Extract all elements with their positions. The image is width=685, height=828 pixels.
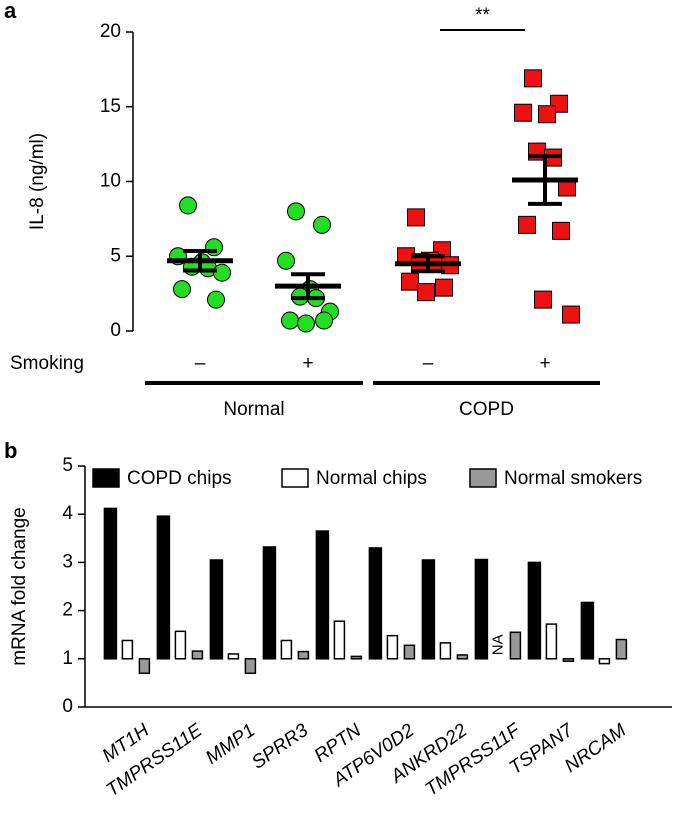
y-axis-label: mRNA fold change [9, 507, 30, 665]
data-point [277, 251, 295, 270]
y-tick-label: 5 [62, 455, 73, 476]
x-tick-label: + [302, 353, 313, 374]
bar [280, 639, 293, 660]
bar [244, 658, 257, 675]
y-tick-label: 10 [100, 171, 121, 192]
data-point [281, 311, 299, 330]
y-tick-label: 5 [110, 245, 121, 266]
x-tick-label: – [195, 353, 206, 374]
bar [598, 658, 611, 665]
bar [174, 630, 187, 660]
bar [527, 561, 542, 660]
bar [545, 623, 558, 660]
x-tick-label: + [539, 353, 550, 374]
data-point [514, 103, 532, 122]
data-point [297, 314, 315, 333]
data-point [213, 263, 231, 282]
bar [350, 655, 363, 660]
y-tick-label: 0 [62, 696, 73, 717]
bar [156, 515, 171, 660]
group-label: COPD [459, 399, 514, 420]
legend-swatch [281, 468, 309, 488]
data-point [207, 290, 225, 309]
data-point [435, 278, 453, 297]
bar [386, 634, 399, 660]
bar [615, 638, 628, 660]
data-point [417, 283, 435, 302]
data-point [401, 272, 419, 291]
y-tick-label: 2 [62, 600, 73, 621]
y-tick-label: 0 [110, 320, 121, 341]
y-tick-label: 20 [100, 21, 121, 42]
bar [509, 631, 522, 660]
bar [456, 654, 469, 660]
legend-label: Normal smokers [504, 468, 642, 489]
bar [297, 650, 310, 660]
x-tick-label: NRCAM [561, 720, 630, 777]
y-tick-label: 3 [62, 551, 73, 572]
data-point [179, 196, 197, 215]
y-tick-label: 1 [62, 648, 73, 669]
bar [191, 650, 204, 660]
panel-label: a [4, 0, 17, 23]
bar [403, 644, 416, 660]
bar [421, 559, 436, 660]
panel-label: b [4, 438, 17, 463]
bar [333, 620, 346, 660]
x-tick-label: SPRR3 [248, 720, 312, 774]
bar [262, 546, 277, 660]
legend-label: COPD chips [127, 468, 232, 489]
data-point [562, 305, 580, 324]
data-point [287, 202, 305, 221]
data-point [524, 69, 542, 88]
significance-label: ** [475, 5, 490, 26]
data-point [173, 280, 191, 299]
legend-swatch [469, 468, 497, 488]
bar [315, 530, 330, 660]
bar [562, 658, 575, 662]
y-tick-label: 15 [100, 96, 121, 117]
bar [439, 642, 452, 660]
data-point [407, 208, 425, 227]
group-label: Normal [223, 399, 284, 420]
bar [103, 507, 118, 660]
bar [138, 658, 151, 675]
data-point [315, 311, 333, 330]
bar [227, 653, 240, 660]
y-tick-label: 4 [62, 503, 73, 524]
data-point [534, 290, 552, 309]
bar [209, 559, 224, 660]
data-point [313, 215, 331, 234]
row-label: Smoking [10, 353, 84, 374]
y-axis-label: IL-8 (ng/ml) [27, 133, 48, 230]
bar [368, 547, 383, 660]
legend-swatch [92, 468, 120, 488]
data-point [552, 221, 570, 240]
data-point [538, 105, 556, 124]
data-point [205, 238, 223, 257]
bar [474, 558, 489, 660]
missing-label: NA [489, 634, 506, 655]
data-point [518, 215, 536, 234]
bar [580, 601, 595, 660]
legend-label: Normal chips [316, 468, 427, 489]
x-tick-label: – [423, 353, 434, 374]
bar [121, 639, 134, 660]
